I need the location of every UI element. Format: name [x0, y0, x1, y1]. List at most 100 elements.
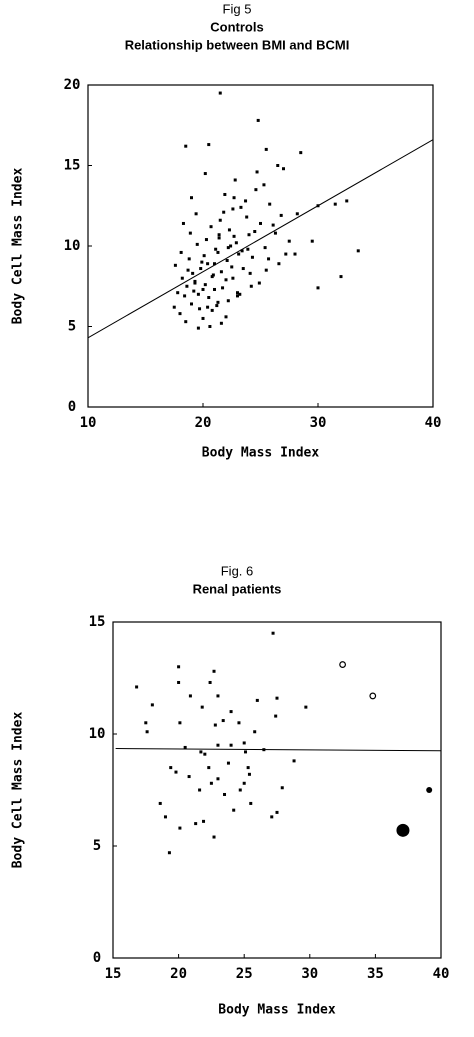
point — [226, 299, 230, 303]
point — [253, 230, 257, 234]
point — [232, 234, 236, 238]
point — [213, 723, 217, 727]
point — [207, 143, 211, 147]
point — [201, 287, 205, 291]
point — [229, 710, 233, 714]
point — [280, 786, 284, 790]
point — [232, 808, 236, 812]
y-tick-label: 5 — [93, 838, 101, 854]
chart-title: Fig. 6 — [221, 563, 254, 578]
point — [238, 788, 242, 792]
point — [242, 741, 246, 745]
point — [190, 196, 193, 200]
point — [240, 249, 244, 253]
point — [213, 287, 216, 291]
point — [207, 766, 211, 770]
point — [262, 183, 266, 187]
point — [192, 289, 196, 293]
x-tick-label: 20 — [195, 415, 212, 431]
point — [273, 231, 277, 235]
point — [231, 276, 235, 280]
point — [244, 750, 248, 754]
point — [217, 236, 221, 240]
point — [292, 759, 296, 763]
point — [184, 144, 188, 148]
point — [203, 283, 207, 287]
point — [178, 312, 182, 316]
point — [246, 766, 250, 770]
point — [183, 745, 187, 749]
point — [167, 851, 171, 855]
x-axis-label: Body Mass Index — [202, 446, 320, 461]
point — [426, 787, 433, 793]
point — [200, 705, 204, 709]
point — [264, 268, 268, 272]
point — [263, 246, 267, 250]
point — [284, 252, 288, 256]
point — [199, 750, 203, 754]
plot-frame — [87, 84, 434, 408]
point — [135, 685, 139, 689]
x-tick-label: 10 — [80, 415, 97, 431]
point — [212, 669, 216, 673]
point — [356, 249, 360, 253]
point — [173, 263, 177, 267]
point — [224, 315, 228, 319]
y-axis-label: Body Cell Mass Index — [11, 168, 26, 325]
point — [187, 775, 191, 779]
point — [254, 188, 258, 192]
point — [177, 665, 181, 669]
point — [215, 304, 219, 308]
point — [174, 770, 178, 774]
point — [238, 292, 242, 296]
x-tick-label: 25 — [236, 966, 253, 982]
point — [339, 275, 343, 279]
point — [150, 703, 154, 707]
point — [236, 291, 239, 295]
chart-title: Controls — [210, 19, 263, 34]
point — [209, 225, 213, 229]
point — [200, 260, 204, 264]
point — [249, 801, 253, 805]
point — [190, 302, 193, 306]
point — [304, 705, 308, 709]
point — [299, 151, 303, 155]
point — [180, 276, 184, 280]
point — [222, 210, 226, 214]
point — [282, 167, 285, 171]
point — [216, 777, 220, 781]
point — [270, 815, 274, 819]
y-tick-label: 10 — [64, 238, 81, 254]
point — [198, 307, 202, 311]
point — [232, 196, 236, 200]
point — [193, 279, 197, 283]
chart-title: Relationship between BMI and BCMI — [125, 37, 350, 52]
point — [216, 250, 220, 254]
y-tick-label: 5 — [68, 319, 76, 335]
chart-title: Renal patients — [193, 581, 282, 596]
point — [253, 730, 257, 734]
point — [176, 291, 180, 295]
y-tick-label: 10 — [89, 726, 106, 742]
point — [196, 326, 200, 330]
point — [207, 296, 211, 300]
x-tick-label: 40 — [433, 966, 450, 982]
point — [216, 694, 220, 698]
y-tick-label: 0 — [93, 950, 101, 966]
x-tick-label: 20 — [170, 966, 187, 982]
point — [209, 781, 213, 785]
point — [339, 661, 347, 668]
point — [277, 262, 281, 266]
point — [186, 268, 190, 272]
point — [245, 215, 249, 219]
point — [226, 246, 230, 250]
point — [202, 254, 206, 258]
point — [208, 325, 212, 328]
point — [212, 835, 216, 839]
point — [236, 294, 239, 298]
point — [242, 781, 246, 785]
x-tick-label: 30 — [310, 415, 327, 431]
point — [210, 308, 214, 312]
point — [206, 262, 210, 266]
plot-frame — [112, 621, 442, 959]
